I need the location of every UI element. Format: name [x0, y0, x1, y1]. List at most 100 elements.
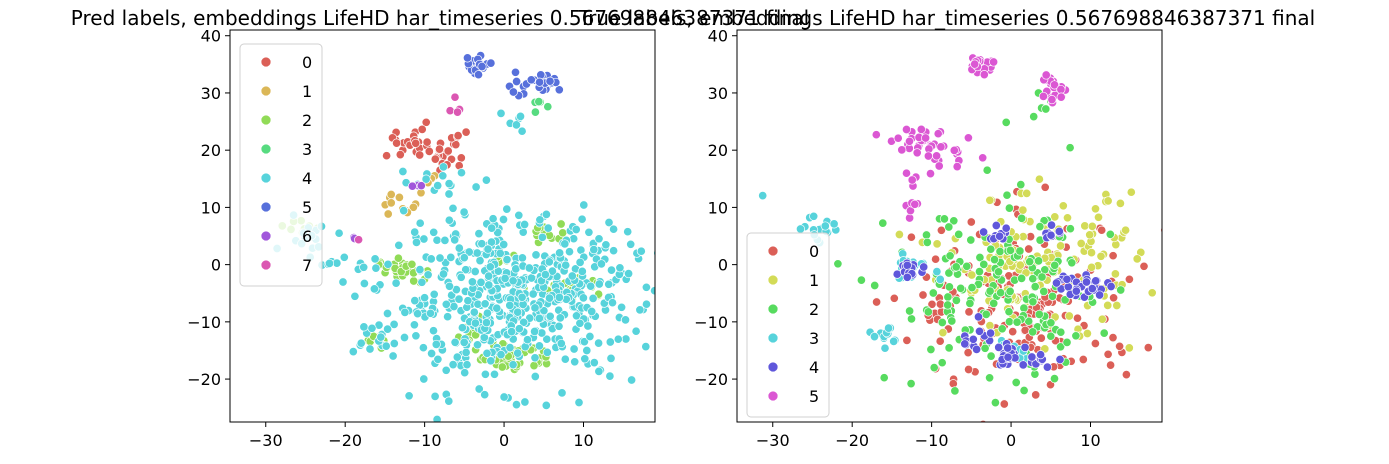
- scatter-point-series-5: [963, 133, 973, 143]
- scatter-point-series-4: [974, 326, 985, 336]
- scatter-point-series-4: [607, 298, 618, 308]
- scatter-point-series-2: [928, 288, 938, 298]
- scatter-point-series-4: [580, 354, 590, 364]
- scatter-point-series-0: [999, 399, 1009, 409]
- scatter-point-series-0: [936, 225, 946, 235]
- scatter-point-series-3: [869, 332, 880, 342]
- scatter-point-series-2: [1046, 331, 1056, 341]
- scatter-point-series-4: [365, 344, 375, 354]
- scatter-point-series-4: [574, 397, 584, 408]
- chart-panel-1: −30 −20 −10 0 10 −20 −10 0 10 20 30 40 0 1 2 3 4 5: [694, 27, 1163, 454]
- x-tick-label: −10: [408, 431, 442, 450]
- scatter-point-series-2: [1001, 117, 1011, 127]
- scatter-point-series-2: [981, 309, 991, 319]
- scatter-point-series-4: [554, 292, 564, 302]
- scatter-point-series-4: [623, 227, 633, 237]
- scatter-point-series-4: [381, 341, 391, 351]
- scatter-point-series-2: [1047, 291, 1058, 301]
- scatter-point-series-4: [480, 390, 490, 400]
- scatter-point-series-4: [541, 400, 551, 410]
- scatter-point-series-0: [931, 254, 941, 264]
- scatter-point-series-5: [901, 124, 912, 135]
- scatter-point-series-2: [1034, 309, 1044, 319]
- scatter-point-series-4: [902, 260, 912, 270]
- scatter-point-series-2: [937, 317, 947, 328]
- scatter-point-series-4: [444, 396, 454, 406]
- scatter-point-series-0: [1143, 343, 1153, 353]
- scatter-point-series-4: [438, 269, 449, 279]
- scatter-point-series-1: [1115, 198, 1125, 208]
- scatter-point-series-4: [417, 277, 427, 287]
- chart-title: True labels, embeddings LifeHD har_times…: [578, 6, 1315, 30]
- scatter-point-series-2: [939, 214, 949, 224]
- scatter-point-series-4: [459, 253, 469, 263]
- scatter-point-series-5: [949, 145, 959, 155]
- scatter-point-series-2: [950, 386, 960, 396]
- scatter-point-series-1: [967, 270, 977, 280]
- scatter-point-series-4: [443, 312, 453, 322]
- scatter-point-series-4: [579, 200, 589, 210]
- scatter-point-series-4: [359, 322, 369, 332]
- scatter-point-series-0: [434, 144, 445, 154]
- scatter-point-series-4: [398, 166, 408, 177]
- scatter-point-series-1: [1058, 201, 1068, 211]
- chart-title: Pred labels, embeddings LifeHD har_times…: [71, 6, 809, 30]
- scatter-point-series-0: [918, 290, 928, 300]
- scatter-point-series-4: [404, 391, 414, 401]
- scatter-point-series-4: [570, 357, 580, 367]
- scatter-point-series-4: [522, 335, 533, 345]
- scatter-point-series-1: [1087, 221, 1097, 231]
- scatter-point-series-2: [856, 275, 866, 285]
- scatter-point-series-4: [449, 301, 459, 312]
- y-tick-label: 40: [708, 27, 728, 46]
- scatter-point-series-7: [354, 235, 364, 245]
- scatter-point-series-2: [989, 298, 999, 308]
- scatter-point-series-0: [1027, 446, 1035, 454]
- scatter-point-series-4: [470, 318, 480, 328]
- scatter-point-series-1: [1056, 241, 1066, 251]
- scatter-point-series-2: [1002, 190, 1012, 200]
- scatter-point-series-2: [929, 363, 939, 373]
- scatter-point-series-4: [413, 309, 423, 319]
- scatter-point-series-4: [543, 223, 553, 233]
- scatter-point-series-2: [980, 343, 990, 353]
- scatter-point-series-4: [1051, 278, 1062, 288]
- scatter-point-series-4: [382, 308, 393, 319]
- scatter-point-series-4: [594, 338, 604, 348]
- scatter-point-series-2: [1060, 295, 1070, 305]
- scatter-point-series-2: [951, 295, 961, 305]
- y-tick-label: 10: [708, 198, 728, 217]
- scatter-point-series-4: [426, 254, 436, 264]
- y-tick-label: 10: [201, 198, 221, 217]
- scatter-point-series-4: [609, 224, 619, 234]
- scatter-point-series-2: [1067, 258, 1077, 268]
- scatter-point-series-4: [399, 332, 410, 343]
- scatter-point-series-4: [463, 296, 473, 306]
- scatter-point-series-4: [617, 302, 627, 312]
- scatter-point-series-4: [560, 354, 570, 364]
- scatter-point-series-4: [482, 308, 492, 318]
- scatter-point-series-4: [459, 337, 469, 347]
- scatter-point-series-4: [661, 299, 669, 307]
- legend-label: 3: [302, 140, 312, 159]
- scatter-point-series-4: [483, 244, 493, 254]
- scatter-point-series-4: [1003, 343, 1013, 353]
- scatter-point-series-4: [514, 210, 524, 220]
- legend-marker: [767, 332, 779, 344]
- scatter-point-series-4: [486, 356, 496, 366]
- scatter-point-series-3: [534, 97, 544, 107]
- scatter-point-series-2: [409, 276, 419, 286]
- scatter-point-series-5: [1049, 80, 1060, 90]
- scatter-point-series-4: [673, 340, 681, 348]
- scatter-point-series-1: [894, 229, 904, 240]
- scatter-point-series-2: [879, 373, 889, 383]
- scatter-point-series-4: [635, 305, 645, 315]
- scatter-point-series-2: [962, 261, 972, 271]
- scatter-point-series-4: [594, 279, 604, 289]
- scatter-point-series-0: [1078, 354, 1088, 365]
- scatter-point-series-4: [583, 321, 593, 331]
- scatter-point-series-4: [484, 280, 494, 290]
- scatter-point-series-2: [989, 255, 1000, 265]
- scatter-point-series-2: [906, 379, 916, 389]
- scatter-point-series-4: [472, 248, 482, 258]
